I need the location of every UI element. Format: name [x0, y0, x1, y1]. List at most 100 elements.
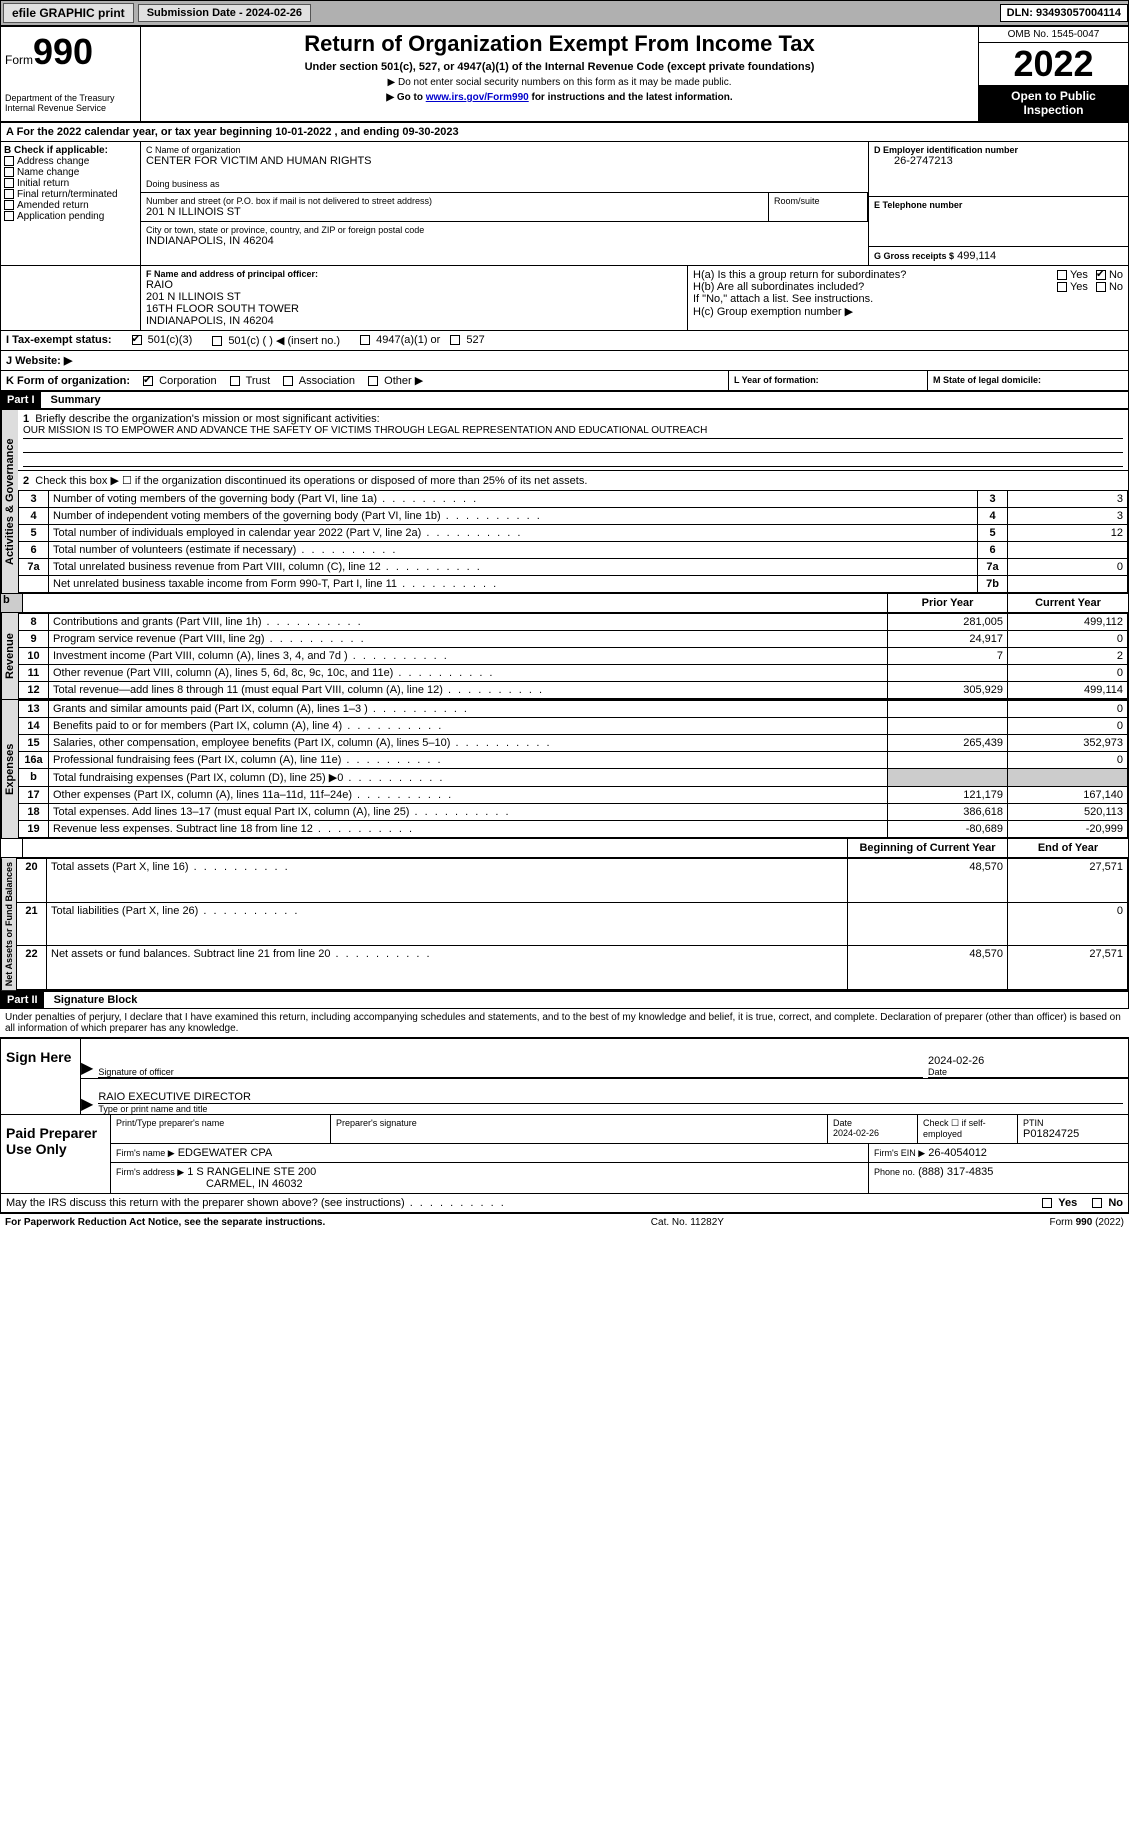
- hc-text: H(c) Group exemption number ▶: [693, 305, 1123, 318]
- b-opt-4[interactable]: Amended return: [4, 200, 137, 211]
- money-row: 15Salaries, other compensation, employee…: [19, 735, 1128, 752]
- footer-mid: Cat. No. 11282Y: [651, 1217, 724, 1228]
- mission: OUR MISSION IS TO EMPOWER AND ADVANCE TH…: [23, 425, 1123, 439]
- money-row: 19Revenue less expenses. Subtract line 1…: [19, 821, 1128, 838]
- note-post: for instructions and the latest informat…: [529, 92, 733, 103]
- sig-date: 2024-02-26: [928, 1055, 1128, 1067]
- ha-yes[interactable]: Yes: [1057, 269, 1088, 281]
- col-curr: Current Year: [1008, 594, 1128, 612]
- h-note: If "No," attach a list. See instructions…: [693, 293, 1123, 305]
- phone-label: Phone no.: [874, 1167, 915, 1177]
- form-subtitle: Under section 501(c), 527, or 4947(a)(1)…: [145, 61, 974, 73]
- money-row: 11Other revenue (Part VIII, column (A), …: [19, 665, 1128, 682]
- may-irs-no[interactable]: No: [1092, 1197, 1123, 1209]
- spacer-mid: [23, 594, 888, 612]
- tax-year: 2022: [979, 43, 1128, 85]
- klm-block: K Form of organization: Corporation Trus…: [0, 371, 1129, 391]
- f-label: F Name and address of principal officer:: [146, 269, 682, 279]
- open-to-public: Open to Public Inspection: [979, 85, 1128, 121]
- e-label: E Telephone number: [874, 200, 1123, 210]
- money-row: 9Program service revenue (Part VIII, lin…: [19, 631, 1128, 648]
- form-number: Form990: [5, 31, 136, 73]
- addr-label: Number and street (or P.O. box if mail i…: [146, 196, 763, 206]
- firm-name-label: Firm's name ▶: [116, 1148, 175, 1158]
- ein: 26-2747213: [874, 155, 1123, 167]
- gov-row: 3Number of voting members of the governi…: [19, 491, 1128, 508]
- section-b: B Check if applicable: Address change Na…: [1, 142, 141, 265]
- preparer-name-label: Print/Type preparer's name: [116, 1118, 325, 1128]
- money-row: 22Net assets or fund balances. Subtract …: [17, 946, 1128, 990]
- netassets-table: 20Total assets (Part X, line 16)48,57027…: [16, 858, 1128, 990]
- b-opt-5[interactable]: Application pending: [4, 211, 137, 222]
- ptin: P01824725: [1023, 1128, 1123, 1140]
- k-opt-1[interactable]: Trust: [230, 375, 271, 387]
- pr-date: 2024-02-26: [833, 1128, 912, 1138]
- j-label: J Website: ▶: [6, 354, 72, 367]
- note-ssn: ▶ Do not enter social security numbers o…: [145, 77, 974, 88]
- expenses-table: 13Grants and similar amounts paid (Part …: [18, 700, 1128, 838]
- gov-row: 7aTotal unrelated business revenue from …: [19, 559, 1128, 576]
- gov-row: 5Total number of individuals employed in…: [19, 525, 1128, 542]
- street: 201 N ILLINOIS ST: [146, 206, 763, 218]
- f-spacer: [1, 266, 141, 330]
- section-j: J Website: ▶: [0, 351, 1129, 371]
- k-opt-2[interactable]: Association: [283, 375, 355, 387]
- mission-blank2: [23, 453, 1123, 467]
- money-row: 21Total liabilities (Part X, line 26)0: [17, 902, 1128, 946]
- irs-link[interactable]: www.irs.gov/Form990: [426, 92, 529, 103]
- b-opt-1[interactable]: Name change: [4, 167, 137, 178]
- firm-ein: 26-4054012: [928, 1147, 987, 1159]
- dba-label: Doing business as: [146, 179, 863, 189]
- k-label: K Form of organization:: [6, 375, 130, 387]
- efile-button[interactable]: efile GRAPHIC print: [3, 3, 134, 23]
- form-title: Return of Organization Exempt From Incom…: [145, 31, 974, 57]
- i-opt-0[interactable]: 501(c)(3): [132, 334, 193, 347]
- preparer-sig-label: Preparer's signature: [336, 1118, 822, 1128]
- form-num-big: 990: [33, 31, 93, 72]
- money-row: 17Other expenses (Part IX, column (A), l…: [19, 787, 1128, 804]
- pr-self-employed[interactable]: Check ☐ if self-employed: [918, 1115, 1018, 1143]
- phone: (888) 317-4835: [918, 1166, 993, 1178]
- i-opt-2[interactable]: 4947(a)(1) or: [360, 334, 440, 347]
- date-label: Date: [928, 1067, 1128, 1078]
- b-opt-0[interactable]: Address change: [4, 156, 137, 167]
- k-opt-0[interactable]: Corporation: [143, 375, 217, 387]
- footer: For Paperwork Reduction Act Notice, see …: [0, 1213, 1129, 1231]
- b-opt-2[interactable]: Initial return: [4, 178, 137, 189]
- city: INDIANAPOLIS, IN 46204: [146, 235, 863, 247]
- prior-curr-header: b Prior Year Current Year: [0, 594, 1129, 613]
- hb-no[interactable]: No: [1096, 281, 1123, 293]
- section-h: H(a) Is this a group return for subordin…: [688, 266, 1128, 330]
- b-opt-3[interactable]: Final return/terminated: [4, 189, 137, 200]
- part2-title: Signature Block: [44, 994, 138, 1006]
- i-opt-1[interactable]: 501(c) ( ) ◀ (insert no.): [212, 334, 340, 347]
- ptin-label: PTIN: [1023, 1118, 1123, 1128]
- spacer2: [1, 839, 23, 857]
- firm-ein-label: Firm's EIN ▶: [874, 1148, 925, 1158]
- city-label: City or town, state or province, country…: [146, 225, 863, 235]
- governance-table: 3Number of voting members of the governi…: [18, 490, 1128, 593]
- dept-treasury: Department of the Treasury Internal Reve…: [5, 93, 136, 113]
- col-end: End of Year: [1008, 839, 1128, 857]
- k-opt-3[interactable]: Other ▶: [368, 375, 423, 387]
- vlabel-expenses: Expenses: [1, 700, 18, 838]
- money-row: 8Contributions and grants (Part VIII, li…: [19, 614, 1128, 631]
- revenue-block: Revenue 8Contributions and grants (Part …: [0, 613, 1129, 700]
- section-m: M State of legal domicile:: [928, 371, 1128, 390]
- money-row: 10Investment income (Part VIII, column (…: [19, 648, 1128, 665]
- note-pre: ▶ Go to: [386, 92, 425, 103]
- ha-no[interactable]: No: [1096, 269, 1123, 281]
- money-row: 14Benefits paid to or for members (Part …: [19, 718, 1128, 735]
- expenses-block: Expenses 13Grants and similar amounts pa…: [0, 700, 1129, 839]
- officer-addr1: 201 N ILLINOIS ST: [146, 291, 682, 303]
- money-row: 20Total assets (Part X, line 16)48,57027…: [17, 859, 1128, 903]
- part1-hdr: Part I: [1, 392, 41, 408]
- may-irs-yes[interactable]: Yes: [1042, 1197, 1077, 1209]
- hb-yes[interactable]: Yes: [1057, 281, 1088, 293]
- sign-here-block: Sign Here ▶ Signature of officer 2024-02…: [0, 1038, 1129, 1115]
- paid-preparer-label: Paid Preparer Use Only: [1, 1115, 111, 1193]
- may-irs-row: May the IRS discuss this return with the…: [0, 1194, 1129, 1213]
- mission-blank1: [23, 439, 1123, 453]
- money-row: 12Total revenue—add lines 8 through 11 (…: [19, 682, 1128, 699]
- i-opt-3[interactable]: 527: [450, 334, 484, 347]
